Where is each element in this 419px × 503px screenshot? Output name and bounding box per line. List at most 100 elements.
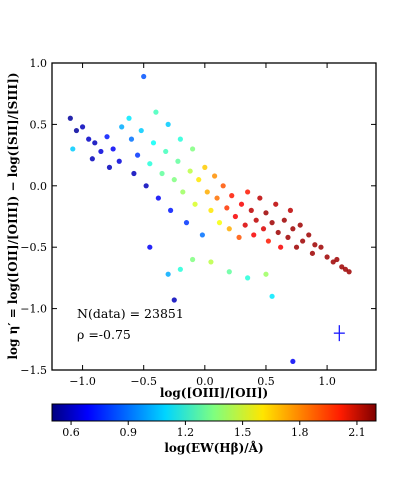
x-axis-ticks: −1.0 −0.5 0.0 0.5 1.0 bbox=[69, 63, 336, 388]
data-point bbox=[106, 164, 113, 170]
colorbar-tick-label: 2.1 bbox=[348, 426, 366, 439]
data-point bbox=[147, 244, 153, 250]
y-axis-label: log η′ = log([OII]/[OIII]) − log([SII]/[… bbox=[6, 72, 20, 359]
data-point bbox=[134, 152, 141, 158]
data-point bbox=[73, 127, 80, 134]
data-point bbox=[163, 148, 169, 155]
y-tick-label: −0.5 bbox=[20, 241, 47, 254]
data-point bbox=[92, 140, 98, 146]
data-point bbox=[278, 244, 284, 250]
data-point bbox=[202, 164, 208, 170]
data-point bbox=[86, 136, 92, 142]
data-point bbox=[226, 269, 232, 275]
data-point bbox=[153, 109, 159, 115]
data-point bbox=[79, 124, 86, 130]
x-tick-label: 1.0 bbox=[318, 375, 336, 388]
data-point bbox=[177, 136, 183, 142]
data-point bbox=[229, 193, 235, 199]
colorbar-tick-label: 1.8 bbox=[291, 426, 309, 439]
data-point bbox=[263, 271, 269, 277]
data-point bbox=[273, 201, 279, 207]
data-point bbox=[260, 226, 267, 232]
data-point bbox=[171, 297, 177, 303]
data-point bbox=[143, 183, 149, 189]
data-point bbox=[208, 207, 214, 213]
data-point bbox=[175, 158, 181, 164]
data-point bbox=[150, 140, 157, 146]
data-point bbox=[190, 146, 196, 152]
data-point bbox=[238, 201, 245, 207]
x-tick-label: −0.5 bbox=[130, 375, 157, 388]
data-point bbox=[104, 134, 110, 140]
data-point bbox=[67, 115, 73, 121]
data-point bbox=[126, 115, 132, 121]
x-tick-label: −1.0 bbox=[69, 375, 96, 388]
data-point bbox=[248, 207, 254, 213]
data-point bbox=[89, 156, 95, 162]
data-point bbox=[165, 271, 171, 277]
data-point bbox=[263, 210, 269, 216]
data-point bbox=[257, 195, 263, 201]
data-point bbox=[131, 170, 137, 177]
colorbar-tick-label: 0.6 bbox=[62, 426, 80, 439]
y-tick-label: 1.0 bbox=[30, 57, 48, 70]
colorbar-label: log(EW(Hβ)/Å) bbox=[164, 440, 263, 455]
data-point bbox=[324, 254, 330, 260]
data-point bbox=[208, 259, 214, 265]
data-point bbox=[216, 220, 223, 226]
data-point bbox=[180, 189, 186, 195]
data-point bbox=[147, 161, 153, 167]
plot-frame bbox=[51, 62, 377, 371]
data-point bbox=[251, 232, 257, 238]
data-point bbox=[116, 158, 122, 164]
data-point bbox=[346, 269, 352, 275]
data-point bbox=[196, 177, 202, 183]
data-point bbox=[290, 226, 296, 232]
data-point bbox=[293, 244, 300, 250]
data-point bbox=[242, 222, 248, 228]
data-point bbox=[312, 242, 318, 248]
y-tick-label: −1.5 bbox=[20, 364, 47, 377]
data-point bbox=[159, 170, 165, 177]
data-point bbox=[306, 232, 312, 238]
colorbar-ticks: 0.6 0.9 1.2 1.5 1.8 2.1 bbox=[62, 421, 366, 439]
data-point bbox=[253, 217, 259, 223]
data-point bbox=[245, 275, 251, 281]
data-point bbox=[155, 195, 161, 201]
data-point bbox=[177, 266, 183, 272]
data-point bbox=[187, 168, 193, 174]
data-point bbox=[281, 217, 287, 223]
data-point bbox=[220, 183, 226, 189]
data-point bbox=[232, 213, 238, 220]
data-point bbox=[334, 256, 340, 263]
data-point bbox=[190, 256, 196, 263]
data-point bbox=[171, 177, 177, 183]
data-point bbox=[290, 358, 296, 365]
error-bar bbox=[333, 325, 345, 342]
x-axis-label: log([OIII]/[OII]) bbox=[160, 386, 268, 400]
data-point bbox=[199, 232, 205, 238]
data-point bbox=[297, 222, 303, 228]
data-point bbox=[309, 250, 316, 256]
data-point bbox=[236, 234, 242, 240]
data-point bbox=[224, 205, 230, 211]
colorbar-tick-label: 0.9 bbox=[119, 426, 137, 439]
annotation-rho: ρ =-0.75 bbox=[77, 327, 131, 342]
x-tick-label: 0.0 bbox=[196, 375, 214, 388]
data-point bbox=[70, 146, 76, 152]
data-point bbox=[318, 244, 324, 250]
annotation-count: N(data) = 23851 bbox=[77, 306, 184, 321]
data-point bbox=[330, 259, 336, 265]
data-point bbox=[265, 238, 272, 244]
x-tick-label: 0.5 bbox=[257, 375, 275, 388]
data-point bbox=[204, 189, 210, 195]
data-point bbox=[275, 229, 281, 236]
data-point bbox=[245, 189, 251, 195]
data-point bbox=[138, 127, 144, 134]
data-point bbox=[192, 201, 198, 207]
data-point bbox=[269, 293, 275, 299]
data-point bbox=[212, 173, 218, 179]
y-tick-label: −1.0 bbox=[20, 303, 47, 316]
data-point bbox=[214, 195, 220, 201]
